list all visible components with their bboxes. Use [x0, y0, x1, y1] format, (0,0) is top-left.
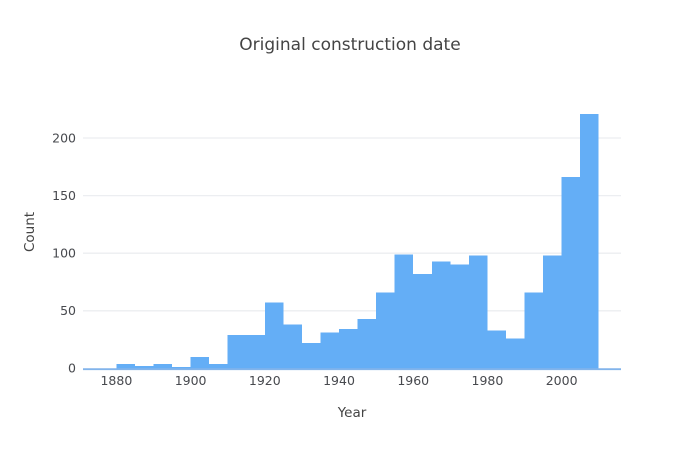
histogram-bars	[116, 113, 599, 369]
histogram-bar	[524, 292, 544, 369]
y-tick-label: 0	[68, 361, 76, 376]
x-tick-label: 1980	[472, 373, 504, 388]
y-axis-title: Count	[22, 212, 38, 252]
histogram-bar	[561, 177, 581, 369]
x-tick-labels: 1880 1900 1920 1940 1960 1980 2000	[100, 373, 577, 388]
x-tick-label: 1920	[249, 373, 281, 388]
x-tick-label: 1900	[175, 373, 207, 388]
histogram-bar	[580, 113, 599, 369]
histogram-bar	[301, 343, 321, 369]
y-tick-label: 50	[60, 303, 76, 318]
histogram-bar	[487, 330, 506, 369]
histogram-bar	[116, 363, 135, 369]
histogram-bar	[431, 261, 451, 369]
histogram-bar	[339, 329, 358, 369]
histogram-bar	[283, 324, 302, 369]
chart-title: Original construction date	[239, 35, 460, 55]
x-axis-title: Year	[337, 405, 367, 421]
histogram-bar	[264, 302, 284, 369]
histogram-bar	[227, 334, 247, 369]
histogram-bar	[413, 273, 432, 369]
y-tick-label: 200	[52, 130, 76, 145]
gridlines	[83, 137, 621, 312]
histogram-bar	[543, 255, 562, 369]
histogram-bar	[320, 332, 340, 369]
histogram-bar	[394, 254, 414, 369]
x-tick-label: 1960	[397, 373, 429, 388]
histogram-bar	[246, 334, 265, 369]
histogram-bar	[450, 264, 469, 369]
x-tick-label: 1940	[323, 373, 355, 388]
histogram-bar	[505, 338, 525, 369]
y-tick-label: 100	[52, 246, 76, 261]
y-tick-labels: 0 50 100 150 200	[52, 130, 76, 375]
histogram-bar	[209, 363, 228, 369]
y-tick-label: 150	[52, 188, 76, 203]
histogram-bar	[172, 367, 191, 369]
histogram-bar	[153, 363, 173, 369]
histogram-bar	[468, 255, 488, 369]
histogram-bar	[357, 318, 377, 369]
x-tick-label: 1880	[100, 373, 132, 388]
histogram-bar	[190, 356, 210, 369]
x-tick-label: 2000	[546, 373, 578, 388]
histogram-bar	[376, 292, 395, 369]
histogram-bar	[134, 366, 154, 369]
